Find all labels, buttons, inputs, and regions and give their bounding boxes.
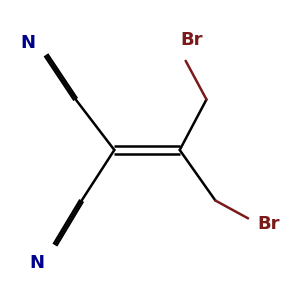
Text: N: N xyxy=(21,34,36,52)
Text: Br: Br xyxy=(180,31,203,49)
Text: Br: Br xyxy=(258,215,280,233)
Text: N: N xyxy=(30,254,45,272)
